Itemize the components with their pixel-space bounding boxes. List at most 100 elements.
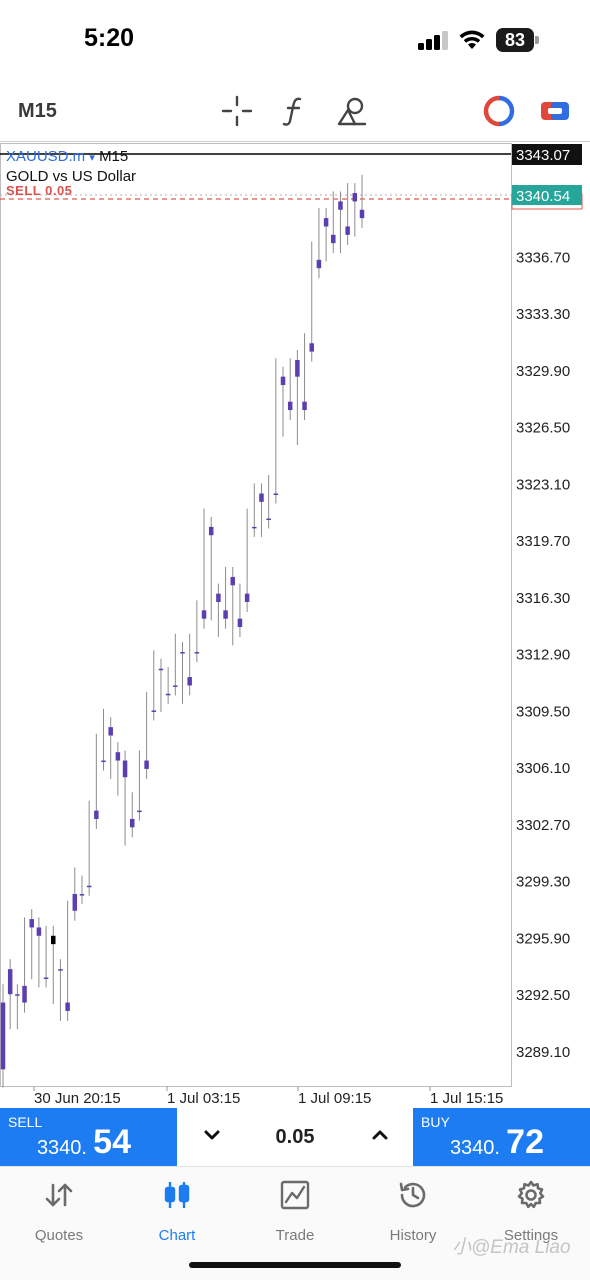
sell-button[interactable]: SELL 3340. 54 [0, 1108, 177, 1166]
volume-selector: 0.05 [177, 1108, 413, 1166]
bull-candle [65, 1002, 70, 1011]
nav-chart-label: Chart [158, 1227, 196, 1244]
nav-trade-label: Trade [275, 1227, 315, 1244]
bull-candle [173, 685, 178, 687]
bull-candle [94, 810, 99, 819]
chart-symbol-header: XAUUSD.m ▾ M15 [6, 148, 128, 165]
bull-candle [115, 752, 121, 761]
one-click-trading-icon[interactable] [482, 94, 516, 128]
bull-candle [287, 401, 293, 411]
bull-candle [273, 493, 279, 495]
wifi-icon [459, 30, 485, 49]
status-bar: 5:20 83 [0, 0, 590, 80]
bull-candle [216, 593, 221, 602]
chart-candles-icon [164, 1182, 190, 1208]
bid-price-label: 3340.54 [516, 188, 570, 205]
bull-candle [158, 668, 164, 671]
price-axis-label: 3306.10 [516, 760, 570, 777]
nav-quotes[interactable]: Quotes [0, 1179, 118, 1244]
bull-candle [79, 894, 85, 896]
history-clock-icon [399, 1182, 426, 1208]
bull-candle [338, 201, 343, 210]
plot-frame [0, 143, 512, 1087]
symbol-dropdown-icon[interactable]: ▾ [89, 152, 95, 164]
symbol-description: GOLD vs US Dollar [6, 168, 137, 185]
nav-trade[interactable]: Trade [236, 1179, 354, 1244]
cellular-signal-icon [418, 30, 450, 50]
bull-candle [259, 493, 264, 502]
nav-quotes-label: Quotes [34, 1227, 84, 1244]
buy-price-main: 3340. [449, 1137, 500, 1159]
price-axis-label: 3295.90 [516, 930, 570, 947]
home-indicator [189, 1262, 401, 1268]
bull-candle [137, 810, 142, 813]
chart-toolbar: M15 [0, 80, 590, 142]
bull-candle [316, 259, 322, 269]
bull-candle [29, 919, 34, 928]
bull-candle [101, 760, 106, 763]
price-axis-label: 3326.50 [516, 420, 570, 437]
volume-increase-icon[interactable] [369, 1124, 391, 1146]
battery-level: 83 [496, 28, 534, 52]
nav-history-label: History [389, 1227, 437, 1244]
trade-bar: SELL 3340. 54 0.05 BUY 3340. 72 [0, 1108, 590, 1166]
high-price-label: 3343.07 [516, 147, 570, 164]
bull-candle [36, 927, 42, 936]
indicator-f-icon[interactable] [278, 94, 312, 128]
bull-candle [86, 885, 92, 888]
time-axis-label: 30 Jun 20:15 [34, 1090, 121, 1107]
price-axis-label: 3323.10 [516, 476, 570, 493]
price-axis-label: 3302.70 [516, 817, 570, 834]
bull-candle [187, 677, 192, 686]
price-axis-label: 3292.50 [516, 987, 570, 1004]
bull-candle [72, 894, 78, 911]
high-price-tag [512, 144, 582, 165]
bid-price-tag [512, 185, 582, 205]
bull-candle [244, 593, 250, 602]
nav-settings[interactable]: Settings [472, 1179, 590, 1244]
quotes-arrows-icon [45, 1183, 73, 1207]
buy-price-pips: 72 [506, 1123, 544, 1161]
bull-candle [345, 226, 350, 235]
price-axis-label: 3336.70 [516, 249, 570, 266]
volume-value[interactable]: 0.05 [275, 1126, 315, 1148]
nav-chart[interactable]: Chart [118, 1179, 236, 1244]
price-axis-label: 3289.10 [516, 1044, 570, 1061]
bottom-navigation: Quotes Chart Trade History [0, 1166, 590, 1280]
bull-candle [58, 969, 63, 971]
bull-candle [22, 985, 27, 1003]
bull-candle [129, 818, 135, 828]
bull-candle [194, 652, 200, 654]
battery-icon: 83 [496, 28, 540, 52]
bull-candle [15, 994, 20, 996]
sell-price-main: 3340. [36, 1137, 87, 1159]
bull-candle [309, 343, 314, 352]
bull-candle [280, 376, 286, 386]
bull-candle [252, 526, 257, 529]
volume-decrease-icon[interactable] [201, 1124, 223, 1146]
price-axis-label: 3312.90 [516, 647, 570, 664]
price-chart[interactable]: 3336.70 3333.30 3329.90 3326.50 3323.10 3319.… [0, 143, 590, 1108]
symbol-timeframe: M15 [99, 148, 129, 165]
trade-chart-icon [280, 1180, 310, 1210]
bull-candle [151, 710, 157, 712]
watermark: 小@Ema Liao [452, 1237, 571, 1258]
bull-candle [359, 209, 365, 219]
bull-candle [352, 193, 358, 202]
trade-mode-icon[interactable] [538, 94, 572, 128]
nav-settings-label: Settings [503, 1227, 559, 1244]
status-time: 5:20 [84, 24, 135, 52]
bull-candle [295, 359, 300, 377]
bull-candle [230, 576, 236, 586]
buy-button[interactable]: BUY 3340. 72 [413, 1108, 590, 1166]
timeframe-selector[interactable]: M15 [18, 100, 57, 122]
crosshair-icon[interactable] [220, 94, 254, 128]
objects-icon[interactable] [335, 94, 369, 128]
candlestick-chart[interactable]: 3336.70 3333.30 3329.90 3326.50 3323.10 3319.… [0, 143, 590, 1108]
symbol-name[interactable]: XAUUSD.m [6, 148, 86, 165]
nav-history[interactable]: History [354, 1179, 472, 1244]
bear-candle [51, 935, 56, 945]
sell-order-label[interactable]: SELL 0.05 [6, 183, 73, 198]
price-axis-label: 3329.90 [516, 363, 570, 380]
bull-candle [165, 693, 171, 696]
